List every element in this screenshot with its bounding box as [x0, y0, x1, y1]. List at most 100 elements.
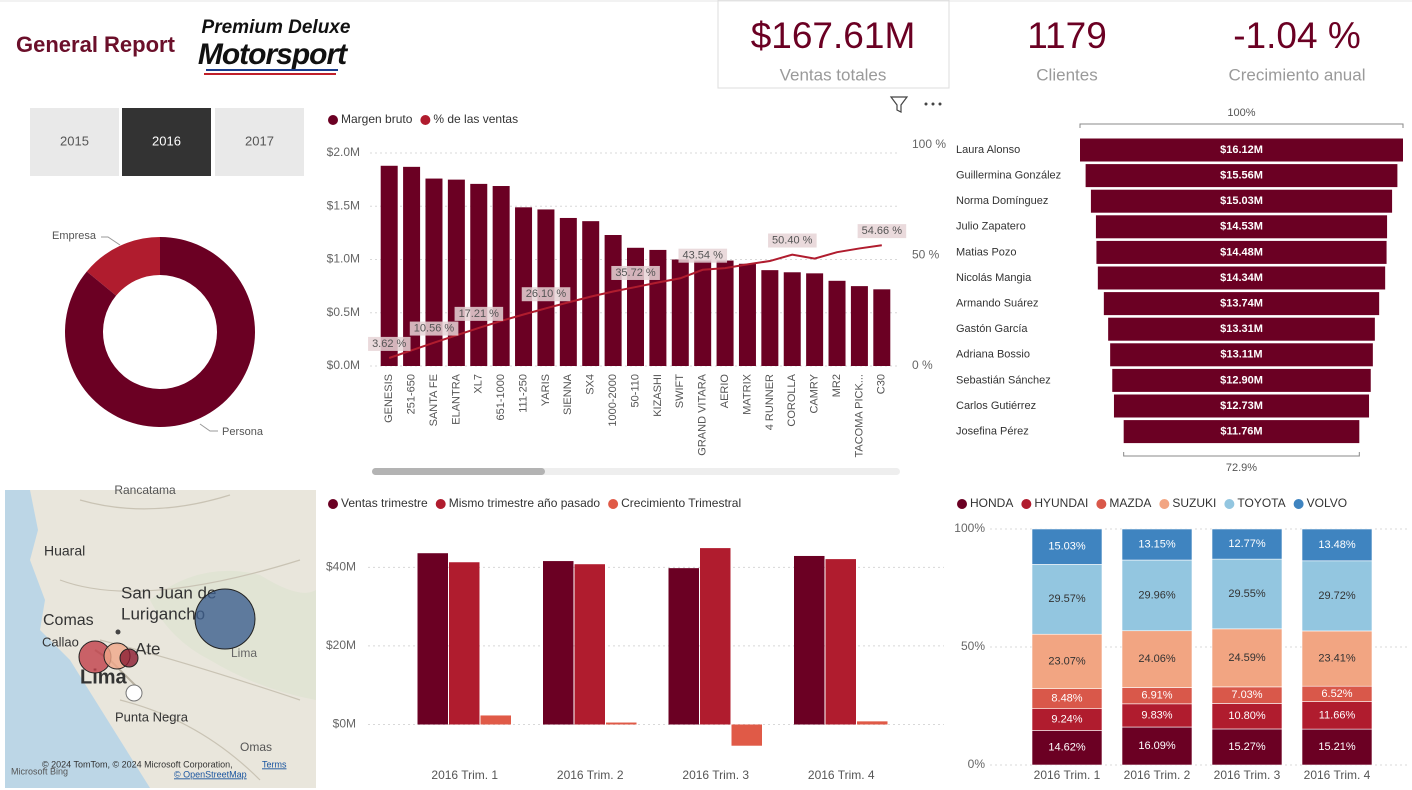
kpi-label: Clientes [1036, 65, 1097, 84]
bar [449, 562, 480, 725]
legend-label: MAZDA [1109, 496, 1151, 510]
year-button[interactable] [122, 108, 211, 176]
stacked-segment [1211, 528, 1283, 560]
stacked-segment [1031, 564, 1103, 635]
x-tick-label: SX4 [585, 374, 597, 395]
y-tick-label: $0.0M [327, 358, 360, 372]
kpi-label: Crecimiento anual [1228, 65, 1365, 84]
legend-label: HONDA [970, 496, 1013, 510]
y2-tick-label: 100 % [912, 137, 946, 151]
data-label: $13.11M [1220, 349, 1262, 361]
more-dot[interactable] [924, 102, 928, 106]
bar [850, 286, 868, 366]
map-bubble[interactable] [119, 648, 139, 668]
bar [671, 259, 689, 366]
x-tick-label: AERIO [719, 374, 731, 409]
bar [417, 553, 448, 725]
scrollbar-thumb[interactable] [372, 468, 545, 475]
bar [425, 178, 443, 366]
bar [694, 260, 712, 366]
data-label: 26.10 % [526, 288, 567, 300]
bar [731, 724, 762, 746]
year-button[interactable] [30, 108, 119, 176]
legend-marker [957, 499, 967, 509]
place-label: Ate [135, 639, 161, 658]
year-button-label[interactable]: 2015 [60, 133, 89, 148]
stacked-segment [1211, 728, 1283, 766]
map-attribution[interactable]: Terms [262, 759, 287, 769]
data-label: 43.54 % [682, 250, 723, 262]
data-label-bg [454, 306, 504, 321]
funnel-bar [1110, 343, 1373, 367]
more-dot[interactable] [938, 102, 942, 106]
x-tick-label: SIENNA [562, 373, 574, 415]
year-button-label[interactable]: 2017 [245, 133, 274, 148]
data-label: 10.80% [1228, 710, 1266, 722]
line [388, 244, 882, 359]
x-tick-label: 50-110 [629, 374, 641, 407]
bar [582, 221, 600, 366]
data-label: $14.48M [1220, 246, 1263, 258]
legend-label: Ventas trimestre [341, 496, 428, 510]
data-label: $13.74M [1220, 298, 1263, 310]
data-label: 8.48% [1051, 693, 1082, 705]
slice-label: Empresa [52, 230, 97, 242]
y-tick-label: $2.0M [327, 145, 360, 159]
x-tick-label: 2016 Trim. 1 [1034, 768, 1101, 782]
bar [543, 561, 574, 725]
bar [515, 207, 533, 366]
kpi-value: 1179 [1027, 15, 1107, 56]
x-tick-label: 2016 Trim. 3 [682, 768, 749, 782]
x-tick-label: TACOMA PICK... [853, 374, 865, 458]
more-dot[interactable] [931, 102, 935, 106]
data-label: 24.06% [1138, 653, 1176, 665]
x-tick-label: KIZASHI [652, 374, 664, 417]
bar [470, 183, 488, 366]
x-tick-label: 1000-2000 [607, 374, 619, 427]
map-bubble[interactable] [194, 588, 256, 650]
logo: Premium Deluxe Motorsport [198, 17, 351, 75]
funnel-bar [1097, 266, 1386, 290]
x-tick-label: GRAND VITARA [697, 373, 709, 455]
x-tick-label: ELANTRA [450, 373, 462, 424]
y-tick-label: $1.0M [327, 252, 360, 266]
category-label: Gastón García [956, 323, 1028, 335]
place-label: San Juan de [121, 583, 216, 602]
data-label: 6.91% [1141, 690, 1172, 702]
bar [700, 548, 731, 725]
legend-label: TOYOTA [1237, 496, 1285, 510]
bar [716, 260, 734, 366]
data-label: 16.09% [1138, 740, 1176, 752]
year-button-label[interactable]: 2016 [152, 133, 181, 148]
data-label: 13.48% [1318, 539, 1356, 551]
data-label: 9.24% [1051, 713, 1082, 725]
data-label: 11.66% [1319, 709, 1356, 721]
legend-label: Margen bruto [341, 112, 413, 126]
bar [794, 555, 825, 725]
bar [857, 721, 888, 725]
bar [825, 559, 856, 725]
stacked-segment [1301, 630, 1373, 687]
bar [480, 715, 511, 725]
stacked-segment [1211, 628, 1283, 688]
x-tick-label: 2016 Trim. 4 [1304, 768, 1371, 782]
data-label-bg [857, 224, 907, 239]
bar [606, 722, 637, 725]
stacked-segment [1211, 558, 1283, 630]
x-tick-label: 111-250 [517, 374, 529, 413]
funnel-bracket [1123, 452, 1360, 457]
bar [873, 289, 891, 366]
x-tick-label: MATRIX [741, 373, 753, 414]
data-label: 14.62% [1048, 742, 1086, 754]
data-label: $12.90M [1220, 374, 1263, 386]
logo-line: Motorsport [198, 38, 349, 71]
data-label: $13.31M [1220, 323, 1263, 335]
x-tick-label: GENESIS [383, 374, 395, 423]
filter-icon[interactable] [889, 96, 909, 113]
bar [806, 273, 824, 366]
map-attribution[interactable]: © OpenStreetMap [174, 769, 247, 779]
x-tick-label: SANTA FE [428, 374, 440, 426]
data-label-bg [368, 336, 411, 351]
year-button[interactable] [215, 108, 304, 176]
